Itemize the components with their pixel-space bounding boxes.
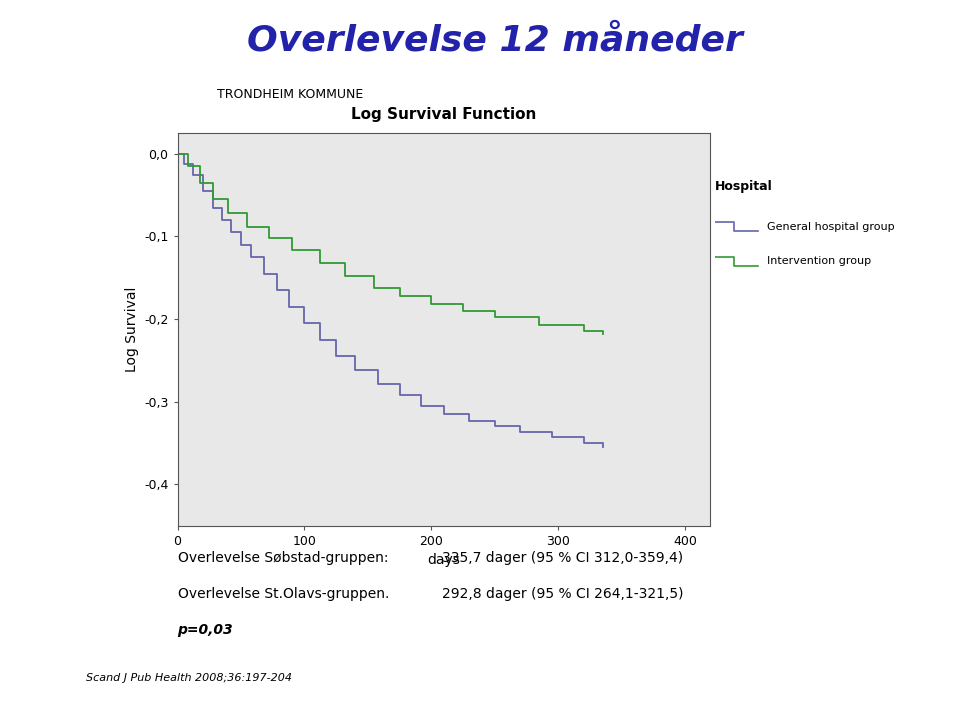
Text: Intervention group: Intervention group [767, 256, 871, 266]
Text: p=0,03: p=0,03 [178, 623, 233, 636]
Text: 20: 20 [24, 678, 41, 691]
Text: General hospital group: General hospital group [767, 222, 895, 232]
Text: 292,8 dager (95 % CI 264,1-321,5): 292,8 dager (95 % CI 264,1-321,5) [442, 587, 684, 600]
Y-axis label: Log Survival: Log Survival [125, 287, 138, 372]
Text: NTNU: NTNU [18, 352, 47, 440]
X-axis label: days: days [427, 553, 461, 567]
Text: Scand J Pub Health 2008;36:197-204: Scand J Pub Health 2008;36:197-204 [86, 673, 293, 683]
Text: Overlevelse 12 måneder: Overlevelse 12 måneder [247, 23, 743, 58]
Text: TRONDHEIM KOMMUNE: TRONDHEIM KOMMUNE [217, 88, 364, 101]
Text: 335,7 dager (95 % CI 312,0-359,4): 335,7 dager (95 % CI 312,0-359,4) [442, 551, 683, 564]
Text: Overlevelse St.Olavs-gruppen.: Overlevelse St.Olavs-gruppen. [178, 587, 389, 600]
Text: Hospital: Hospital [715, 180, 773, 193]
Title: Log Survival Function: Log Survival Function [351, 107, 537, 122]
Text: Overlevelse Søbstad-gruppen:: Overlevelse Søbstad-gruppen: [178, 551, 388, 564]
